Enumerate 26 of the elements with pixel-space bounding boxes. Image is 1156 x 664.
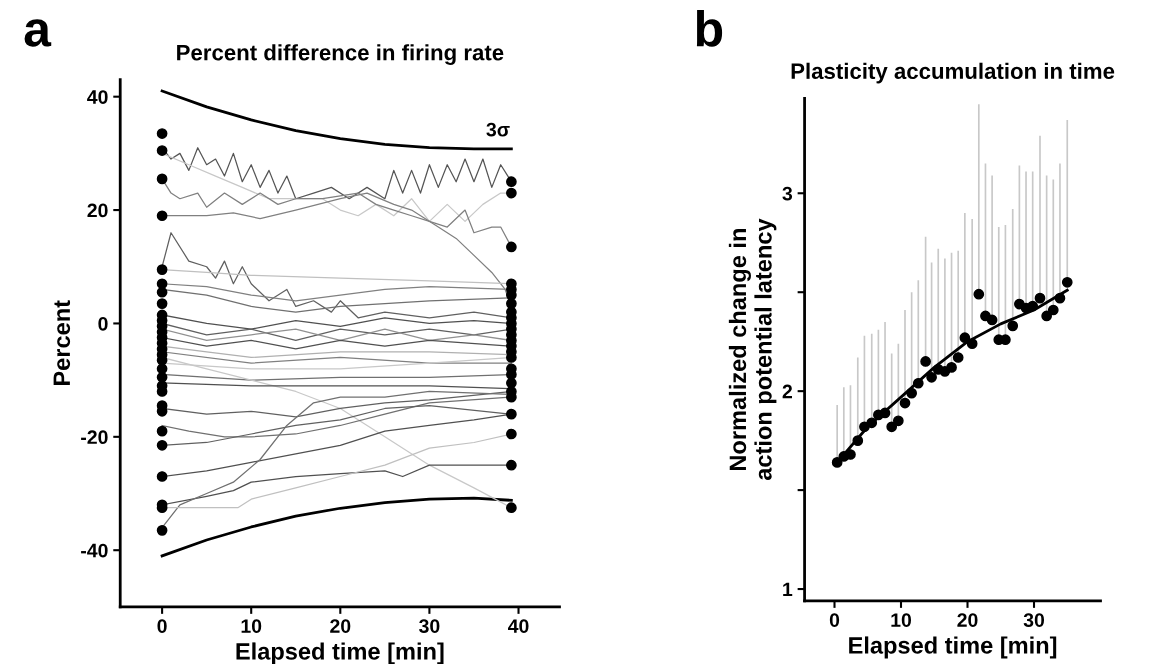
y-tick-label: 1 (783, 582, 793, 597)
x-axis-title: Elapsed time [min] (849, 636, 1057, 659)
x-tick-label: 0 (829, 613, 840, 628)
annotation: 3σ (486, 122, 510, 137)
x-tick-label: 20 (330, 619, 351, 633)
x-tick-label: 10 (241, 619, 262, 633)
x-tick-label: 30 (1023, 613, 1045, 628)
chart-title: Percent difference in firing rate (177, 44, 504, 65)
y-tick-label: 3 (782, 186, 793, 201)
text: b (696, 9, 723, 47)
x-tick-label: 20 (957, 613, 978, 628)
y-tick-label: 20 (87, 203, 108, 218)
x-tick-label: 10 (891, 613, 912, 628)
x-axis-title: Elapsed time [min] (236, 642, 444, 664)
y-tick-label: -40 (81, 543, 108, 558)
x-tick-label: 0 (157, 619, 167, 633)
x-tick-label: 40 (508, 619, 529, 633)
y-tick-label: 40 (87, 90, 108, 104)
y-axis-title: Percent (53, 300, 71, 386)
y-tick-label: 2 (782, 384, 792, 399)
y-tick-label: 0 (98, 316, 108, 331)
text: a (24, 19, 52, 47)
chart-title: Plasticity accumulation in time (791, 62, 1115, 84)
x-tick-label: 30 (419, 619, 440, 634)
y-axis-title: Normalized change in action potential latency (728, 218, 777, 481)
y-tick-label: -20 (81, 430, 108, 445)
